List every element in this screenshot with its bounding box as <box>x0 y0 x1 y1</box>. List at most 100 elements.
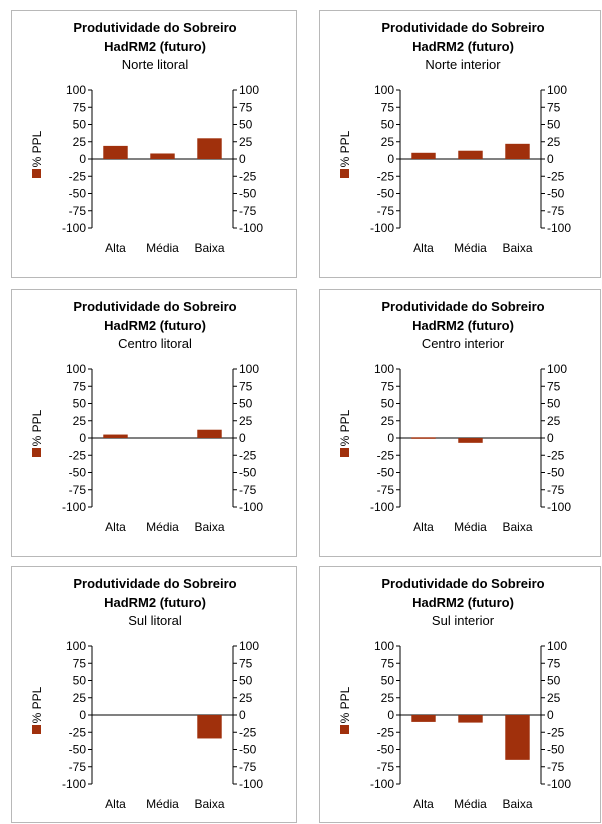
bar <box>411 715 436 722</box>
y-tick-label-right: 0 <box>239 431 246 445</box>
y-tick-label-right: -50 <box>547 743 565 757</box>
y-tick-label-right: 100 <box>239 83 259 97</box>
chart-subtitle: HadRM2 (futuro) <box>104 318 206 333</box>
bar <box>505 715 530 760</box>
x-tick-label: Baixa <box>194 797 224 811</box>
y-tick-label-right: -100 <box>547 221 571 235</box>
y-tick-label: 75 <box>73 656 87 670</box>
y-tick-label: 100 <box>374 639 394 653</box>
x-tick-label: Alta <box>105 520 126 534</box>
y-tick-label: -25 <box>377 169 395 183</box>
y-tick-label: -50 <box>377 466 395 480</box>
y-tick-label-right: -25 <box>547 169 565 183</box>
bar <box>197 715 222 739</box>
y-tick-label: 25 <box>381 414 395 428</box>
y-tick-label: 50 <box>73 674 87 688</box>
chart-svg: Produtividade do Sobreiro HadRM2 (futuro)… <box>338 576 571 811</box>
y-tick-label-right: 50 <box>239 397 253 411</box>
y-tick-label: -25 <box>69 448 87 462</box>
y-tick-label: -75 <box>377 204 395 218</box>
y-tick-label: -50 <box>69 466 87 480</box>
y-tick-label: -25 <box>377 725 395 739</box>
y-tick-label-right: 25 <box>239 135 253 149</box>
y-tick-label: -100 <box>370 777 394 791</box>
y-tick-label-right: -100 <box>547 500 571 514</box>
x-tick-label: Média <box>146 520 179 534</box>
bar <box>458 438 483 443</box>
y-tick-label-right: -50 <box>239 187 257 201</box>
y-tick-label-right: 100 <box>547 639 567 653</box>
chart-subtitle: HadRM2 (futuro) <box>104 39 206 54</box>
y-tick-label: -100 <box>62 777 86 791</box>
y-tick-label: 50 <box>73 397 87 411</box>
chart-region: Centro litoral <box>118 336 192 351</box>
legend-swatch <box>32 169 41 178</box>
legend-swatch <box>32 448 41 457</box>
y-tick-label-right: 25 <box>239 691 253 705</box>
y-tick-label: 75 <box>73 100 87 114</box>
bar <box>103 145 128 159</box>
x-tick-label: Média <box>146 797 179 811</box>
chart-panel: Produtividade do Sobreiro HadRM2 (futuro)… <box>319 289 601 557</box>
chart-title: Produtividade do Sobreiro <box>73 20 236 35</box>
y-axis-label: % PPL <box>338 686 352 723</box>
chart-region: Sul litoral <box>128 613 182 628</box>
bar <box>458 715 483 723</box>
y-tick-label: 75 <box>381 656 395 670</box>
y-tick-label: -25 <box>69 725 87 739</box>
chart-title: Produtividade do Sobreiro <box>73 576 236 591</box>
y-tick-label-right: 75 <box>547 379 561 393</box>
y-tick-label: -50 <box>377 743 395 757</box>
x-tick-label: Alta <box>413 241 434 255</box>
y-tick-label-right: -100 <box>547 777 571 791</box>
y-tick-label-right: 100 <box>239 362 259 376</box>
y-tick-label: 0 <box>387 431 394 445</box>
y-tick-label-right: 75 <box>547 100 561 114</box>
y-axis-label: % PPL <box>338 409 352 446</box>
y-tick-label-right: 50 <box>547 397 561 411</box>
y-tick-label: -50 <box>69 743 87 757</box>
x-tick-label: Média <box>454 797 487 811</box>
chart-title: Produtividade do Sobreiro <box>381 20 544 35</box>
bar <box>458 150 483 159</box>
y-tick-label-right: 100 <box>547 362 567 376</box>
y-tick-label: -25 <box>377 448 395 462</box>
bar <box>197 429 222 438</box>
y-tick-label-right: -100 <box>239 221 263 235</box>
y-tick-label: 25 <box>73 691 87 705</box>
y-tick-label-right: 0 <box>547 152 554 166</box>
chart-subtitle: HadRM2 (futuro) <box>104 595 206 610</box>
y-tick-label: 0 <box>79 708 86 722</box>
y-tick-label: 25 <box>73 135 87 149</box>
bar <box>505 143 530 159</box>
y-tick-label: 100 <box>66 639 86 653</box>
y-tick-label: 100 <box>374 83 394 97</box>
y-tick-label: -100 <box>370 221 394 235</box>
y-tick-label-right: 75 <box>239 100 253 114</box>
chart-title: Produtividade do Sobreiro <box>381 299 544 314</box>
chart-panel: Produtividade do Sobreiro HadRM2 (futuro)… <box>319 10 601 278</box>
y-tick-label-right: -25 <box>239 448 257 462</box>
legend-swatch <box>340 169 349 178</box>
x-tick-label: Baixa <box>194 241 224 255</box>
y-tick-label-right: 75 <box>239 379 253 393</box>
y-tick-label: 75 <box>381 379 395 393</box>
y-tick-label-right: 0 <box>239 152 246 166</box>
y-tick-label-right: -75 <box>239 760 257 774</box>
chart-region: Sul interior <box>432 613 495 628</box>
x-tick-label: Média <box>454 241 487 255</box>
x-tick-label: Alta <box>105 241 126 255</box>
y-tick-label-right: -75 <box>547 204 565 218</box>
y-tick-label: 50 <box>381 397 395 411</box>
y-axis-label: % PPL <box>338 130 352 167</box>
chart-panel: Produtividade do Sobreiro HadRM2 (futuro)… <box>11 566 297 823</box>
y-tick-label: -100 <box>62 221 86 235</box>
chart-panel: Produtividade do Sobreiro HadRM2 (futuro)… <box>11 289 297 557</box>
y-tick-label: 0 <box>387 152 394 166</box>
y-tick-label: 100 <box>66 362 86 376</box>
y-tick-label-right: 100 <box>239 639 259 653</box>
chart-panel: Produtividade do Sobreiro HadRM2 (futuro)… <box>11 10 297 278</box>
bar <box>411 152 436 159</box>
x-tick-label: Alta <box>413 797 434 811</box>
y-tick-label: 50 <box>381 118 395 132</box>
